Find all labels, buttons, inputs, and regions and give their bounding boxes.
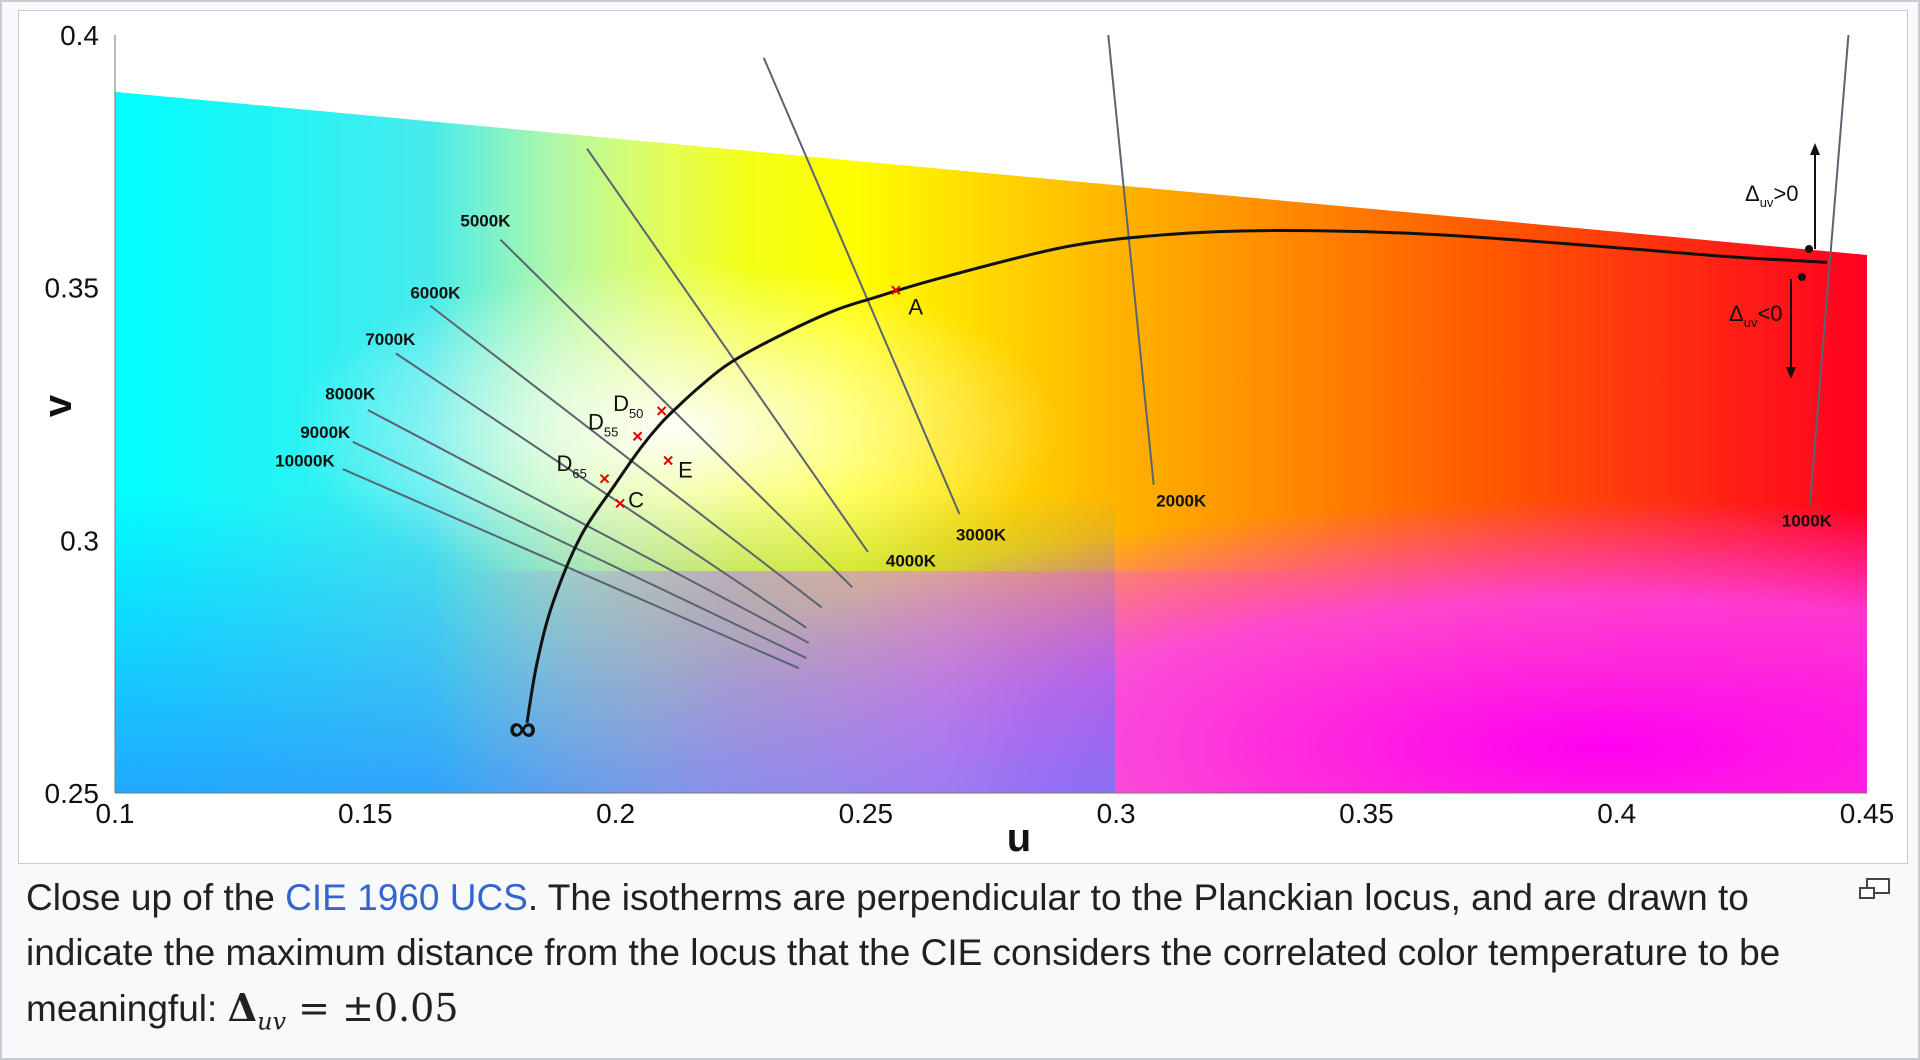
x-tick-label: 0.4 [1597,798,1636,829]
y-tick-label: 0.35 [45,273,100,304]
illuminant-marker [663,455,673,466]
caption-line3-prefix: meaningful: [26,988,228,1029]
isotherm-label: 7000K [365,330,416,349]
illuminant-label: D50 [613,391,643,421]
isotherm-label: 6000K [410,283,461,302]
illuminant-label: D65 [557,451,587,481]
planckian-locus [525,229,1828,724]
x-tick-label: 0.35 [1339,798,1394,829]
isotherm-line [762,57,961,515]
isotherm-line [342,468,800,670]
isotherm-line [367,409,810,644]
x-tick-label: 0.1 [96,798,135,829]
y-tick-label: 0.3 [60,525,99,556]
illuminant-label: E [678,458,693,483]
isotherm-line [429,305,823,609]
illuminant-marker [891,285,901,295]
y-axis-ticks: 0.4 0.35 0.3 0.25 [45,20,100,809]
isotherm-label: 5000K [460,212,511,231]
isotherm-line [395,352,807,629]
isotherm-line [1808,35,1850,506]
x-axis-ticks: 0.1 0.15 0.2 0.25 0.3 0.35 0.4 0.45 [96,798,1895,829]
plot-border [114,35,1867,794]
illuminant-marker [656,406,667,416]
caption-rest-line1: . The isotherms are perpendicular to the… [527,877,1749,918]
isotherm-line [586,148,869,553]
y-axis-label: v [36,394,80,417]
illuminant-label: D55 [588,410,618,440]
delta-uv-positive-label: Δuv>0 [1745,181,1799,210]
isotherm-label: 2000K [1156,491,1207,510]
isotherm-labels: 10000K 9000K 8000K 7000K 6000K 5000K 4000K 3000… [275,212,1833,571]
caption-line2: indicate the maximum distance from the l… [26,932,1781,973]
cie-1960-ucs-chart: 10000K 9000K 8000K 7000K 6000K 5000K 4000K 3000… [36,20,1895,860]
x-tick-label: 0.45 [1840,798,1895,829]
isotherm-line [1107,35,1155,485]
delta-uv-annotation: Δuv>0 Δuv<0 [1729,143,1820,379]
isotherm-line [352,440,807,659]
illuminant-label: C [628,487,644,512]
figure-image[interactable]: 10000K 9000K 8000K 7000K 6000K 5000K 4000K 3000… [18,10,1908,864]
caption-prefix: Close up of the [26,877,286,918]
caption-math: Δuv = ±0.05 [227,985,459,1036]
x-tick-label: 0.25 [839,798,894,829]
x-tick-label: 0.15 [338,798,393,829]
gamut-region [115,92,1867,793]
isotherm-lines [342,35,1850,670]
isotherm-label: 9000K [300,423,351,442]
delta-uv-negative-label: Δuv<0 [1729,301,1783,330]
isotherm-label: 8000K [325,384,376,403]
x-axis-label: u [1007,816,1031,860]
isotherm-label: 10000K [275,452,335,471]
magnify-icon[interactable] [1858,878,1892,904]
y-tick-label: 0.4 [60,20,99,51]
locus-infinity-label: ∞ [509,708,536,750]
isotherm-label: 1000K [1782,512,1833,531]
illuminant-marker [615,498,625,509]
illuminant-marker [599,473,610,484]
isotherm-label: 3000K [956,525,1007,544]
isotherm-label: 4000K [886,552,937,571]
y-tick-label: 0.25 [45,778,100,809]
cie-1960-ucs-link[interactable]: CIE 1960 UCS [285,877,528,918]
x-tick-label: 0.2 [596,798,635,829]
illuminant-marker [632,431,643,441]
illuminant-label: A [908,294,923,319]
figure-caption: Close up of the CIE 1960 UCS. The isothe… [26,870,1836,1050]
isotherm-line [499,238,854,589]
x-tick-label: 0.3 [1097,798,1136,829]
